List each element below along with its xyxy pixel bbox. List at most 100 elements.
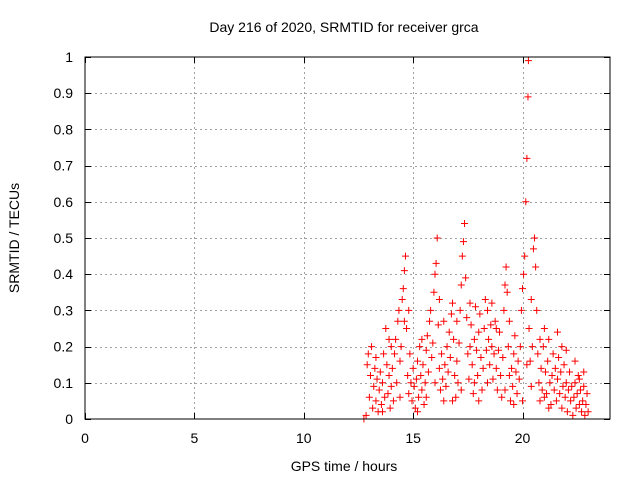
data-point bbox=[412, 375, 420, 383]
data-point bbox=[383, 361, 391, 369]
data-point bbox=[488, 299, 496, 307]
data-point bbox=[499, 353, 507, 361]
data-point bbox=[539, 343, 547, 351]
y-tick-label: 0.4 bbox=[54, 266, 74, 282]
data-point bbox=[385, 335, 393, 343]
y-tick-label: 0 bbox=[65, 411, 73, 427]
data-point bbox=[480, 325, 488, 332]
data-point bbox=[363, 361, 371, 369]
data-point bbox=[492, 364, 500, 372]
data-point bbox=[389, 397, 397, 405]
data-point bbox=[582, 401, 590, 409]
data-point bbox=[377, 401, 385, 409]
data-point bbox=[414, 408, 421, 416]
data-point bbox=[470, 379, 478, 387]
data-point bbox=[440, 317, 448, 325]
data-point bbox=[545, 335, 553, 343]
data-point bbox=[503, 288, 511, 296]
data-point bbox=[485, 335, 493, 343]
y-tick-label: 0.6 bbox=[54, 194, 74, 210]
data-point bbox=[400, 317, 408, 325]
data-point bbox=[570, 393, 578, 401]
data-point bbox=[506, 397, 514, 405]
data-point bbox=[444, 368, 452, 376]
data-point bbox=[584, 408, 592, 416]
data-point bbox=[498, 393, 506, 401]
data-point bbox=[484, 379, 491, 387]
data-point bbox=[382, 325, 390, 332]
data-point bbox=[516, 343, 524, 351]
data-point bbox=[514, 357, 522, 365]
data-point bbox=[541, 368, 549, 376]
data-point bbox=[392, 335, 400, 343]
data-point bbox=[449, 397, 456, 405]
data-point bbox=[381, 393, 389, 401]
data-point bbox=[368, 343, 376, 351]
data-point bbox=[400, 267, 408, 275]
data-point bbox=[524, 57, 532, 65]
x-tick-label: 10 bbox=[296, 430, 312, 446]
data-point bbox=[526, 357, 534, 365]
data-point bbox=[417, 372, 425, 380]
data-point bbox=[528, 343, 536, 351]
data-point bbox=[397, 343, 405, 351]
data-point bbox=[468, 361, 476, 369]
data-point bbox=[451, 372, 459, 380]
data-point bbox=[562, 346, 570, 354]
data-point bbox=[487, 321, 495, 329]
data-point bbox=[479, 364, 487, 372]
x-tick-label: 15 bbox=[405, 430, 421, 446]
y-axis-label: SRMTID / TECUs bbox=[6, 183, 22, 293]
data-point bbox=[513, 390, 521, 398]
data-point bbox=[489, 375, 497, 383]
data-point bbox=[469, 390, 477, 398]
data-point bbox=[470, 335, 478, 343]
data-point bbox=[505, 372, 513, 380]
data-point bbox=[439, 375, 447, 383]
data-point bbox=[435, 296, 443, 304]
data-point bbox=[486, 361, 494, 369]
data-point bbox=[580, 382, 588, 390]
data-point bbox=[543, 390, 551, 398]
data-point bbox=[442, 382, 450, 390]
data-point bbox=[446, 353, 454, 361]
data-point bbox=[527, 296, 535, 304]
data-point bbox=[441, 361, 449, 369]
data-point bbox=[537, 364, 545, 372]
data-point bbox=[369, 404, 377, 412]
data-point bbox=[404, 372, 412, 380]
data-point bbox=[398, 296, 406, 304]
data-point bbox=[457, 281, 465, 289]
data-point bbox=[429, 339, 437, 347]
data-point bbox=[544, 357, 552, 365]
data-point bbox=[475, 328, 483, 336]
data-point bbox=[532, 263, 540, 271]
data-point bbox=[422, 393, 430, 401]
data-point bbox=[467, 321, 475, 329]
y-tick-label: 0.9 bbox=[54, 85, 74, 101]
data-point bbox=[540, 325, 548, 332]
data-point bbox=[408, 397, 416, 405]
data-point bbox=[511, 332, 519, 340]
data-point bbox=[510, 401, 518, 409]
data-point bbox=[502, 263, 510, 271]
data-point bbox=[574, 372, 582, 380]
data-point bbox=[456, 306, 464, 314]
data-point bbox=[405, 306, 413, 314]
data-point bbox=[395, 306, 403, 314]
data-point bbox=[379, 408, 386, 416]
data-point bbox=[525, 325, 533, 332]
data-point bbox=[466, 299, 474, 307]
y-tick-label: 0.1 bbox=[54, 375, 74, 391]
data-point bbox=[508, 364, 516, 372]
data-point bbox=[416, 343, 424, 351]
data-point bbox=[494, 346, 502, 354]
data-point bbox=[550, 386, 558, 394]
data-point bbox=[370, 382, 378, 390]
chart-title: Day 216 of 2020, SRMTID for receiver grc… bbox=[209, 19, 478, 35]
data-point bbox=[391, 350, 399, 358]
data-point bbox=[571, 357, 579, 365]
data-point bbox=[546, 379, 554, 387]
data-point bbox=[430, 288, 438, 296]
